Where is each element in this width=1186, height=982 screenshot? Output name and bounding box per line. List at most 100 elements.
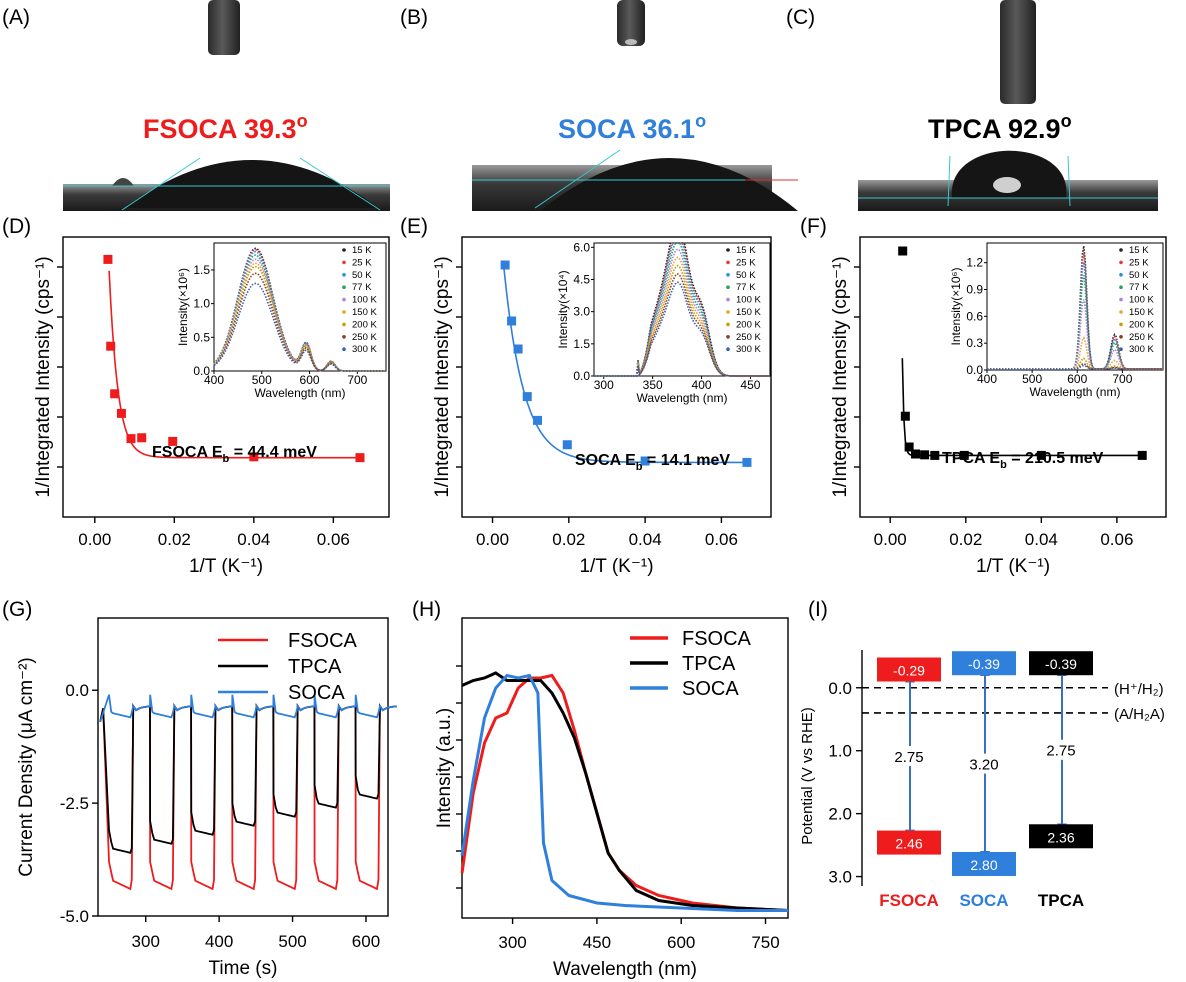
y-axis-label: Current Density (μA cm⁻²) bbox=[16, 657, 37, 876]
eb-annotation: FSOCA Eb = 44.4 meV bbox=[152, 444, 317, 465]
fit-curve bbox=[901, 358, 1142, 457]
ca-sup: o bbox=[297, 111, 308, 131]
data-point bbox=[900, 411, 910, 421]
inset-y-axis-label: Intensity(×10⁶) bbox=[949, 268, 963, 346]
plot-frame bbox=[97, 617, 389, 917]
data-point bbox=[507, 316, 517, 326]
inset-legend-marker bbox=[726, 322, 730, 327]
vb-box bbox=[952, 851, 1016, 876]
plot-frame bbox=[859, 236, 1167, 518]
inset-legend-marker bbox=[1119, 297, 1123, 302]
droplet bbox=[951, 150, 1067, 198]
chart-h: 300 450 600 750 Wavelength (nm) Intensity (a.… bbox=[434, 617, 789, 980]
ref-line-label: (H⁺/H₂) bbox=[1114, 681, 1164, 698]
x-tick-label: 0.06 bbox=[705, 530, 738, 549]
x-tick-label: 0.00 bbox=[874, 530, 907, 549]
inset-legend-marker bbox=[342, 285, 346, 290]
x-tick-label: 0.06 bbox=[1100, 530, 1133, 549]
inset-y-tick-label: 0.0 bbox=[573, 369, 590, 383]
inset-legend-marker bbox=[342, 297, 346, 302]
eb-value: = 44.4 meV bbox=[229, 444, 317, 461]
data-point bbox=[355, 453, 365, 463]
inset-y-tick-label: 1.5 bbox=[573, 337, 590, 351]
inset-x-tick-label: 500 bbox=[1022, 372, 1042, 386]
inset-frame bbox=[213, 242, 387, 372]
data-point bbox=[110, 389, 120, 399]
contact-angle-tpca: TPCA 92.9o bbox=[928, 111, 1072, 144]
vb-box bbox=[877, 830, 941, 855]
inset-x-tick-label: 400 bbox=[977, 372, 997, 386]
inset-legend-marker bbox=[1119, 347, 1123, 352]
ref-line-label: (A/H₂A) bbox=[1114, 706, 1165, 723]
inset-legend-marker bbox=[1119, 248, 1123, 252]
y-tick-label: 1.0 bbox=[828, 742, 852, 761]
eb-subscript: b bbox=[223, 453, 230, 465]
data-point bbox=[920, 450, 930, 460]
droplet-highlight bbox=[993, 177, 1021, 193]
inset-legend-marker bbox=[342, 248, 346, 252]
gap-label-bg bbox=[962, 753, 1006, 774]
x-tick-label: 600 bbox=[352, 932, 380, 951]
x-tick-label: 0.04 bbox=[237, 530, 270, 549]
gap-label-bg bbox=[1039, 739, 1083, 760]
inset-legend-label: 50 K bbox=[1129, 270, 1149, 281]
data-point bbox=[137, 433, 147, 443]
inset-legend-marker bbox=[342, 310, 346, 314]
eb-text: SOCA E bbox=[575, 452, 636, 469]
fit-curve bbox=[502, 260, 746, 464]
panel-label-e: (E) bbox=[400, 215, 428, 238]
x-tick-label: 0.00 bbox=[476, 530, 509, 549]
series-soca bbox=[460, 673, 788, 912]
chart-i: 0.0 1.0 2.0 3.0 Potential (V vs RHE) (H⁺/H₂) (… bbox=[799, 650, 1165, 910]
tangent-left bbox=[534, 149, 621, 209]
inset-legend-label: 100 K bbox=[736, 295, 761, 306]
inset-legend-marker bbox=[342, 273, 346, 277]
data-point bbox=[742, 457, 752, 467]
inset-y-tick-label: 0.9 bbox=[966, 283, 983, 297]
panel-label-g: (G) bbox=[2, 598, 32, 621]
inset-legend-label: 300 K bbox=[736, 344, 761, 355]
x-tick-label: 0.02 bbox=[158, 530, 191, 549]
inset-legend-marker bbox=[726, 260, 730, 265]
inset-legend-marker bbox=[726, 310, 730, 314]
y-axis-label: 1/Integrated Intensity (cps⁻¹) bbox=[830, 256, 851, 497]
series-fsoca bbox=[460, 673, 789, 912]
data-point bbox=[959, 450, 969, 460]
inset-legend-label: 77 K bbox=[1129, 282, 1149, 293]
data-point bbox=[513, 344, 523, 354]
inset-d: 400 500 600 700 0.0 0.5 1.0 1.5 Wavelength (nm) I… bbox=[176, 242, 387, 400]
x-tick-label: 0.04 bbox=[629, 530, 662, 549]
vb-value: 2.36 bbox=[1047, 829, 1074, 845]
cb-value: -0.29 bbox=[893, 663, 925, 679]
rough-spot bbox=[112, 178, 134, 186]
panel-label-f: (F) bbox=[800, 215, 827, 238]
inset-legend-label: 250 K bbox=[352, 332, 377, 343]
x-tick-label: 500 bbox=[278, 932, 306, 951]
data-point bbox=[911, 449, 921, 459]
inset-legend-label: 50 K bbox=[352, 270, 372, 281]
inset-legend-label: 250 K bbox=[1129, 332, 1154, 343]
inset-x-tick-label: 700 bbox=[1112, 372, 1132, 386]
ca-text: TPCA 92.9 bbox=[928, 114, 1061, 144]
inset-y-tick-label: 0.0 bbox=[193, 364, 210, 378]
vb-box bbox=[1029, 824, 1093, 849]
fit-curve bbox=[108, 270, 359, 459]
x-axis-label: Time (s) bbox=[209, 958, 278, 979]
cb-box bbox=[952, 651, 1016, 676]
x-tick-label: 300 bbox=[132, 932, 160, 951]
material-label: FSOCA bbox=[879, 891, 939, 910]
chart-e: 0.00 0.02 0.04 0.06 1/T (K⁻¹) 1/Integrated In… bbox=[432, 236, 772, 577]
inset-legend-marker bbox=[342, 335, 346, 339]
inset-e: 300 350 400 450 0.0 1.5 3.0 4.5 6.0 Wavelength (n… bbox=[556, 240, 771, 405]
inset-x-tick-label: 300 bbox=[594, 378, 614, 392]
gap-label-bg bbox=[887, 746, 931, 767]
inset-legend-label: 100 K bbox=[1129, 295, 1154, 306]
data-point bbox=[533, 415, 543, 425]
needle bbox=[617, 0, 645, 46]
eb-value: = 210.5 meV bbox=[1007, 450, 1104, 467]
data-point bbox=[116, 408, 126, 418]
inset-y-tick-label: 6.0 bbox=[573, 240, 590, 254]
legend-label: SOCA bbox=[682, 678, 739, 700]
ca-sup: o bbox=[1061, 111, 1072, 131]
data-point bbox=[898, 246, 908, 256]
